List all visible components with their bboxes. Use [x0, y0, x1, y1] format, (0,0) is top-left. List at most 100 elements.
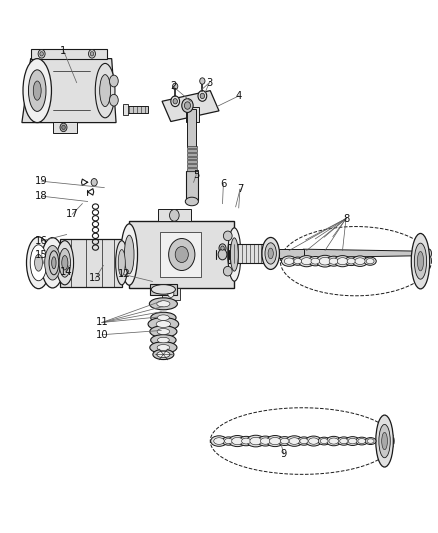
Ellipse shape — [358, 439, 366, 443]
Ellipse shape — [308, 256, 322, 266]
Ellipse shape — [153, 349, 174, 360]
Ellipse shape — [23, 59, 52, 123]
Bar — [186, 107, 199, 122]
Ellipse shape — [28, 70, 46, 111]
Circle shape — [60, 123, 67, 132]
Text: 12: 12 — [117, 270, 131, 279]
Ellipse shape — [230, 238, 238, 271]
Bar — [160, 232, 201, 277]
Ellipse shape — [308, 438, 318, 444]
Ellipse shape — [157, 315, 170, 320]
Ellipse shape — [121, 224, 138, 285]
Ellipse shape — [157, 301, 170, 307]
Text: 19: 19 — [35, 176, 48, 186]
Circle shape — [173, 99, 177, 104]
Text: 14: 14 — [60, 267, 72, 277]
Ellipse shape — [329, 438, 339, 444]
Ellipse shape — [45, 246, 60, 280]
Bar — [123, 104, 128, 115]
Ellipse shape — [211, 436, 227, 446]
Ellipse shape — [224, 439, 233, 443]
Ellipse shape — [316, 255, 334, 267]
Ellipse shape — [242, 438, 251, 444]
Ellipse shape — [247, 435, 265, 447]
Ellipse shape — [284, 258, 294, 264]
Circle shape — [169, 239, 195, 271]
Ellipse shape — [337, 257, 348, 265]
Ellipse shape — [185, 197, 198, 206]
Circle shape — [218, 249, 227, 260]
Ellipse shape — [345, 257, 358, 265]
Ellipse shape — [352, 256, 368, 266]
Bar — [129, 221, 234, 288]
Text: 6: 6 — [220, 179, 226, 189]
Ellipse shape — [289, 438, 300, 445]
Ellipse shape — [232, 438, 243, 445]
Text: 9: 9 — [281, 449, 287, 459]
Ellipse shape — [157, 344, 170, 351]
Bar — [228, 244, 272, 263]
Ellipse shape — [355, 258, 365, 264]
Circle shape — [38, 50, 45, 58]
Text: 16: 16 — [35, 236, 48, 246]
Ellipse shape — [411, 233, 430, 289]
Ellipse shape — [95, 63, 115, 118]
Ellipse shape — [228, 228, 241, 281]
Ellipse shape — [298, 256, 315, 266]
Ellipse shape — [356, 437, 368, 445]
Ellipse shape — [334, 256, 351, 266]
Circle shape — [221, 246, 224, 251]
Ellipse shape — [124, 235, 134, 274]
Circle shape — [90, 52, 94, 56]
Ellipse shape — [41, 238, 64, 288]
Ellipse shape — [319, 257, 331, 265]
Ellipse shape — [150, 326, 177, 337]
Text: 10: 10 — [96, 330, 108, 340]
Polygon shape — [162, 91, 219, 122]
Bar — [150, 284, 177, 295]
Ellipse shape — [381, 432, 387, 450]
Ellipse shape — [52, 257, 56, 269]
Ellipse shape — [30, 245, 47, 281]
Ellipse shape — [376, 415, 393, 467]
Ellipse shape — [340, 439, 348, 443]
Ellipse shape — [229, 435, 246, 447]
Text: 5: 5 — [193, 170, 199, 180]
Text: 17: 17 — [66, 209, 79, 219]
Bar — [187, 157, 197, 159]
Circle shape — [91, 179, 97, 186]
Text: 15: 15 — [35, 250, 48, 260]
Ellipse shape — [239, 437, 254, 446]
Text: 4: 4 — [236, 91, 242, 101]
Ellipse shape — [157, 337, 170, 343]
Circle shape — [62, 125, 65, 130]
Bar — [187, 153, 197, 156]
Ellipse shape — [292, 257, 304, 265]
Circle shape — [40, 52, 43, 56]
Ellipse shape — [151, 312, 176, 323]
Ellipse shape — [250, 437, 261, 445]
Ellipse shape — [297, 437, 311, 445]
Ellipse shape — [118, 249, 125, 276]
Bar — [60, 239, 122, 287]
Ellipse shape — [157, 351, 170, 358]
Ellipse shape — [148, 318, 179, 330]
Ellipse shape — [214, 438, 224, 445]
Ellipse shape — [306, 436, 321, 446]
Polygon shape — [22, 59, 116, 123]
Ellipse shape — [49, 251, 59, 275]
Bar — [187, 149, 197, 152]
Ellipse shape — [260, 438, 270, 444]
Bar — [187, 168, 197, 171]
Ellipse shape — [152, 285, 175, 294]
Ellipse shape — [365, 438, 376, 445]
Text: 7: 7 — [237, 184, 243, 194]
Ellipse shape — [427, 249, 431, 258]
Ellipse shape — [156, 321, 170, 327]
Ellipse shape — [280, 438, 289, 444]
Circle shape — [171, 96, 180, 107]
Bar — [158, 209, 191, 221]
Circle shape — [175, 246, 188, 263]
Bar — [31, 49, 107, 59]
Circle shape — [168, 290, 174, 297]
